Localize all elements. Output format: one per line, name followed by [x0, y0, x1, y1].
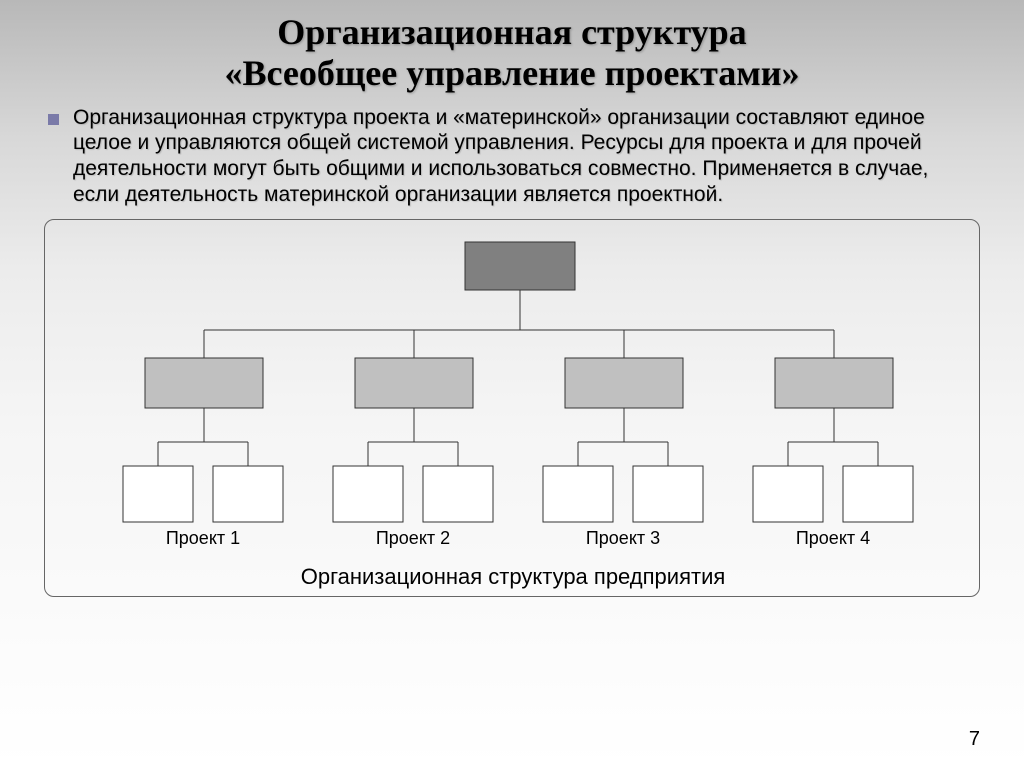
diagram-caption: Организационная структура предприятия — [301, 564, 726, 589]
page-number: 7 — [969, 728, 980, 751]
org-node-m1 — [145, 358, 263, 408]
org-node-l2a — [333, 466, 403, 522]
project-label: Проект 3 — [586, 528, 660, 548]
body-paragraph-row: Организационная структура проекта и «мат… — [0, 95, 1024, 207]
org-node-l1b — [213, 466, 283, 522]
bullet-square-icon — [48, 114, 59, 125]
project-label: Проект 2 — [376, 528, 450, 548]
slide-title: Организационная структура «Всеобщее упра… — [0, 0, 1024, 95]
org-node-l3a — [543, 466, 613, 522]
org-node-l4a — [753, 466, 823, 522]
title-line-2: «Всеобщее управление проектами» — [0, 53, 1024, 94]
project-label: Проект 4 — [796, 528, 870, 548]
body-text: Организационная структура проекта и «мат… — [73, 105, 976, 207]
org-node-l3b — [633, 466, 703, 522]
org-node-l4b — [843, 466, 913, 522]
org-node-l2b — [423, 466, 493, 522]
org-node-root — [465, 242, 575, 290]
project-label: Проект 1 — [166, 528, 240, 548]
org-node-m4 — [775, 358, 893, 408]
org-node-l1a — [123, 466, 193, 522]
org-chart: Проект 1 Проект 2 Проект 3 Проект 4 Организа… — [44, 219, 980, 597]
diagram-wrapper: Проект 1 Проект 2 Проект 3 Проект 4 Организа… — [0, 207, 1024, 597]
title-line-1: Организационная структура — [0, 12, 1024, 53]
org-node-m3 — [565, 358, 683, 408]
org-node-m2 — [355, 358, 473, 408]
org-chart-svg: Проект 1 Проект 2 Проект 3 Проект 4 Организа… — [45, 220, 981, 598]
